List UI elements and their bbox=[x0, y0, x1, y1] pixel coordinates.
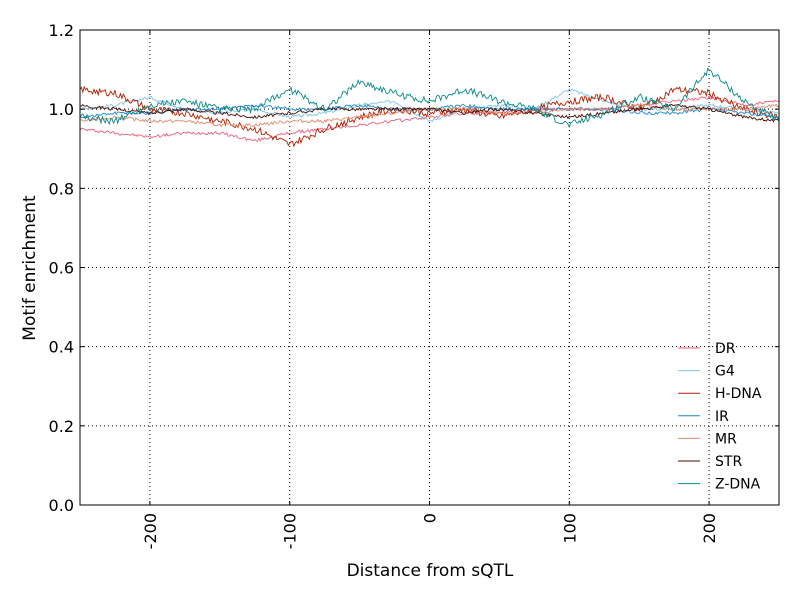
x-tick-label: -100 bbox=[281, 513, 300, 549]
y-tick-label: 0.4 bbox=[49, 338, 74, 357]
x-tick-label: 0 bbox=[421, 513, 440, 523]
y-axis-label: Motif enrichment bbox=[20, 195, 40, 341]
legend-label-dr: DR bbox=[715, 341, 736, 357]
x-axis-label: Distance from sQTL bbox=[347, 561, 514, 581]
y-tick-label: 0.0 bbox=[49, 496, 74, 515]
series-layer bbox=[80, 67, 779, 148]
series-line-h-dna bbox=[80, 85, 779, 148]
legend-label-h-dna: H-DNA bbox=[715, 386, 762, 402]
legend: DR G4 H-DNA IR MR STR Z-DNA bbox=[678, 341, 762, 493]
series-line-dr bbox=[80, 94, 779, 142]
legend-label-z-dna: Z-DNA bbox=[715, 477, 761, 493]
y-tick-label: 0.8 bbox=[49, 179, 74, 198]
x-tick-label: 200 bbox=[700, 513, 719, 544]
y-tick-label: 1.0 bbox=[49, 100, 74, 119]
legend-label-ir: IR bbox=[715, 409, 729, 425]
series-line-ir bbox=[80, 103, 779, 119]
legend-label-mr: MR bbox=[715, 431, 737, 447]
legend-label-g4: G4 bbox=[715, 364, 735, 380]
x-tick-label: -200 bbox=[141, 513, 160, 549]
grid bbox=[80, 29, 779, 506]
y-tick-label: 0.2 bbox=[49, 417, 74, 436]
y-tick-label: 1.2 bbox=[49, 21, 74, 40]
legend-label-str: STR bbox=[715, 454, 742, 470]
series-line-mr bbox=[80, 103, 779, 128]
axis-ticks: -200 -100 0 100 200 0.0 0.2 0.4 0.6 0.8 1.0 1.2 bbox=[49, 21, 779, 549]
series-line-z-dna bbox=[80, 67, 779, 129]
x-tick-label: 100 bbox=[560, 513, 579, 544]
y-tick-label: 0.6 bbox=[49, 259, 74, 278]
